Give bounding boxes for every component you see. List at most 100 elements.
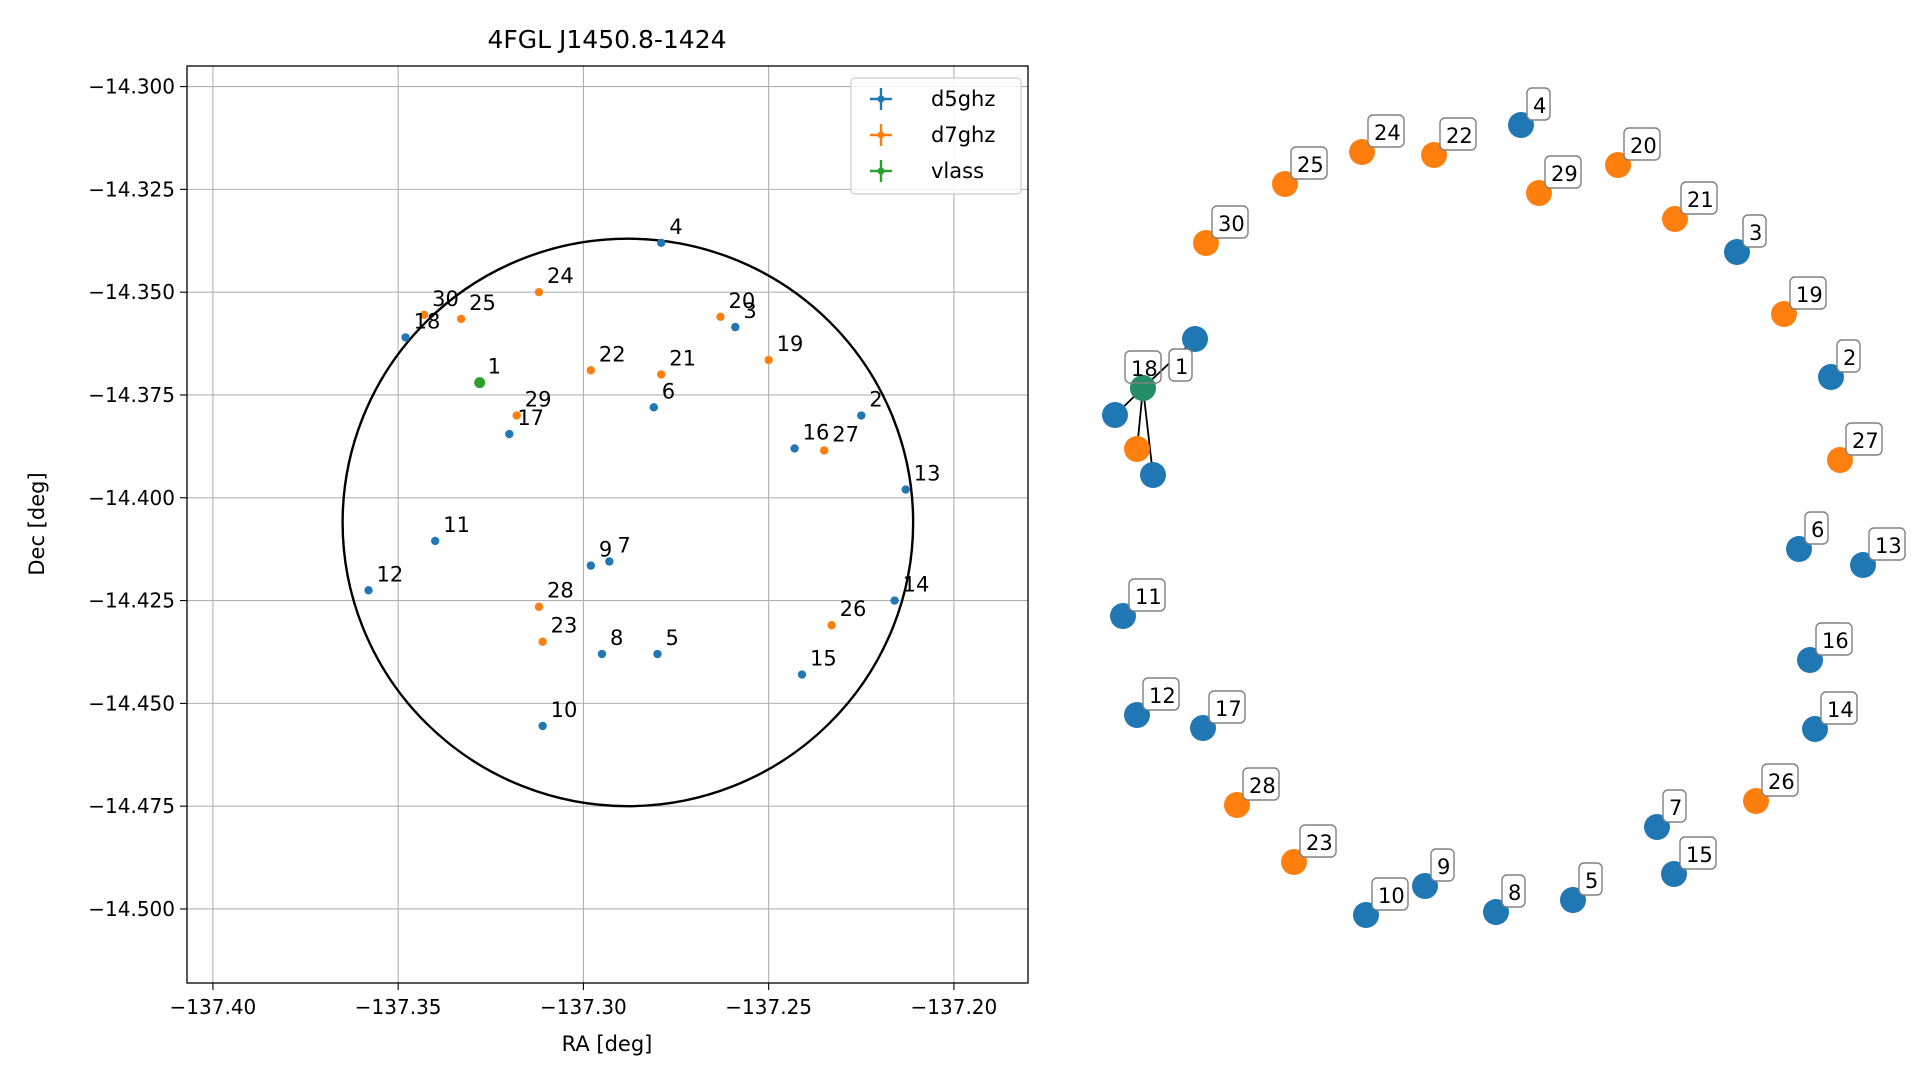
point-d5ghz <box>364 586 373 595</box>
graph-node-label-box <box>1211 205 1249 239</box>
point-label: 6 <box>662 379 675 403</box>
graph-node-label-box <box>1299 824 1337 858</box>
graph-node-label: 16 <box>1822 629 1849 653</box>
graph-node-label: 8 <box>1508 881 1521 905</box>
graph-edge <box>1142 387 1154 476</box>
point-d5ghz <box>401 333 410 342</box>
graph-node-label: 24 <box>1374 121 1401 145</box>
point-label: 19 <box>777 332 804 356</box>
scatter-plot: 2345678910111213141516171819202122232425… <box>25 25 1029 1056</box>
point-label: 14 <box>903 573 930 597</box>
graph-node-d5ghz <box>1182 326 1208 352</box>
point-d7ghz <box>512 411 521 420</box>
graph-node-label-box <box>1868 527 1906 561</box>
graph-node-label-box <box>1742 214 1767 248</box>
point-label: 3 <box>743 299 756 323</box>
graph-node-label: 2 <box>1843 346 1856 370</box>
legend-label: d5ghz <box>931 87 995 111</box>
point-d5ghz <box>790 444 799 453</box>
graph-node-label-box <box>1845 422 1883 456</box>
graph-node-label: 26 <box>1768 770 1795 794</box>
graph-node-label-box <box>1680 181 1718 215</box>
graph-node-label: 22 <box>1446 124 1473 148</box>
point-label: 26 <box>840 597 867 621</box>
graph-node-label-box <box>1526 87 1551 121</box>
point-label: 30 <box>432 287 459 311</box>
graph-node-label-box <box>1761 763 1799 797</box>
graph-node-d5ghz <box>1140 462 1166 488</box>
graph-node-label: 17 <box>1215 697 1242 721</box>
point-label: 13 <box>914 462 941 486</box>
point-label: 25 <box>469 291 496 315</box>
graph-node-label-box <box>1367 114 1405 148</box>
legend-label: d7ghz <box>931 123 995 147</box>
point-label: 5 <box>666 626 679 650</box>
x-axis-ticks: −137.40 −137.35 −137.30 −137.25 −137.20 <box>170 983 997 1019</box>
point-label: 12 <box>377 562 404 586</box>
point-label: 8 <box>610 626 623 650</box>
graph-node-label: 1 <box>1175 355 1188 379</box>
x-tick-label: −137.35 <box>355 995 442 1019</box>
graph-node-d5ghz <box>1102 402 1128 428</box>
legend-label: vlass <box>931 159 984 183</box>
graph-node-label-box <box>1242 767 1280 801</box>
legend: d5ghz d7ghz vlass <box>850 77 1022 195</box>
graph-node-label: 13 <box>1875 534 1902 558</box>
graph-node-label: 21 <box>1687 188 1714 212</box>
point-d5ghz <box>797 670 807 679</box>
point-d5ghz <box>605 557 614 566</box>
graph-node-label-box <box>1430 848 1455 882</box>
graph-node-label: 29 <box>1551 162 1578 186</box>
graph-node-label: 11 <box>1135 585 1162 609</box>
y-tick-label: −14.325 <box>88 177 175 201</box>
x-axis-label: RA [deg] <box>562 1032 653 1056</box>
point-label: 27 <box>832 422 859 446</box>
point-label: 18 <box>414 309 441 333</box>
graph-node-label-box <box>1820 691 1858 725</box>
point-d7ghz <box>716 312 725 322</box>
point-label: 2 <box>869 388 882 412</box>
point-d5ghz <box>649 403 659 412</box>
graph-node-label-box <box>1501 874 1526 908</box>
point-d5ghz <box>431 536 440 546</box>
graph-node-label-box <box>1679 836 1717 870</box>
graph-node-label-box <box>1544 155 1582 189</box>
point-d7ghz <box>764 355 773 365</box>
point-d7ghz <box>657 370 666 379</box>
point-label: 28 <box>547 579 574 603</box>
point-label: 9 <box>599 538 612 562</box>
y-tick-label: −14.350 <box>88 280 175 304</box>
point-d7ghz <box>534 602 544 611</box>
point-d7ghz <box>534 287 544 297</box>
graph-node-label-box <box>1578 862 1603 896</box>
graph-node-label-box <box>1836 339 1861 373</box>
point-label: 29 <box>525 388 552 412</box>
plot-area <box>187 66 1028 983</box>
graph-node-label-box <box>1662 789 1687 823</box>
point-d5ghz <box>538 721 547 731</box>
graph-node-label-box <box>1142 677 1180 711</box>
y-axis-label: Dec [deg] <box>25 472 49 575</box>
y-tick-label: −14.300 <box>88 75 175 99</box>
point-d7ghz <box>538 637 547 646</box>
point-label: 16 <box>803 420 830 444</box>
legend-marker-dot <box>877 131 885 139</box>
graph-node-label: 4 <box>1533 94 1546 118</box>
point-label: 7 <box>617 534 630 558</box>
point-d5ghz <box>597 649 607 659</box>
point-label: 17 <box>517 406 544 430</box>
graph-node-label: 10 <box>1378 884 1405 908</box>
point-label: 20 <box>728 289 755 313</box>
x-tick-label: −137.40 <box>170 995 257 1019</box>
graph-node-label: 5 <box>1585 869 1598 893</box>
y-tick-label: −14.475 <box>88 794 175 818</box>
graph-node-label: 15 <box>1686 843 1713 867</box>
graph-node-label-box <box>1290 146 1328 180</box>
graph-node-label-box <box>1439 117 1477 151</box>
point-d7ghz <box>827 621 836 630</box>
y-tick-label: −14.375 <box>88 383 175 407</box>
y-axis-ticks: −14.300 −14.325 −14.350 −14.375 −14.400 −14.4… <box>88 75 187 921</box>
